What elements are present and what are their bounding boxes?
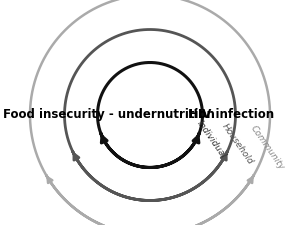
Text: HIV infection: HIV infection [188,108,274,121]
Text: Individual: Individual [195,119,227,160]
Text: Food insecurity - undernutrition: Food insecurity - undernutrition [3,108,215,121]
Text: Household: Household [220,122,255,166]
Text: Community: Community [248,124,286,172]
